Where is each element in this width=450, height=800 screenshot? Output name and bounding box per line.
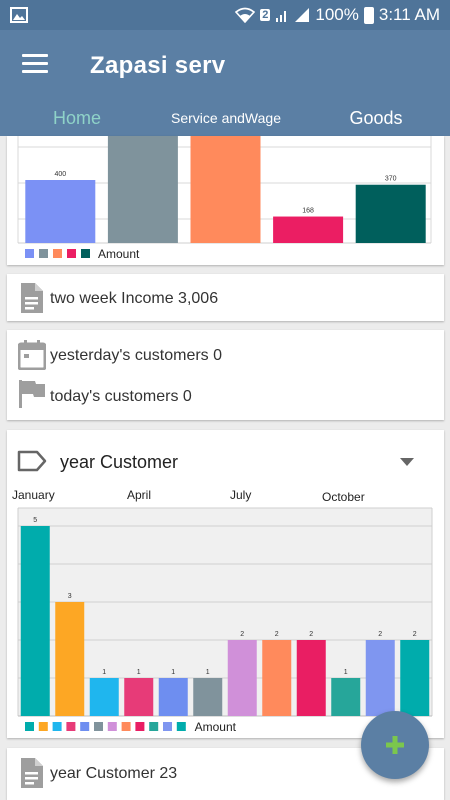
tab-service-and-wage[interactable]: Service andWage: [171, 110, 281, 126]
image-icon: [10, 7, 28, 23]
legend-swatch: [80, 722, 90, 731]
network-badge: 2: [260, 9, 271, 21]
bar: [55, 602, 85, 716]
year-customer-chart: January April July October 5 3 1 1 1 1 2 2 2 1 2 2 Amo…: [12, 488, 433, 734]
year-customer-card: year Customer January April July October 5 3…: [7, 430, 444, 738]
bar-value-label: 3: [68, 593, 72, 600]
bar-value-label: 1: [206, 669, 210, 676]
plot-area: [18, 508, 432, 716]
plus-icon: [386, 736, 404, 754]
bar: [331, 678, 361, 716]
legend-swatch: [67, 249, 76, 258]
app-bar: Zapasi serv Home Service andWage Goods: [0, 30, 450, 136]
bar: [89, 678, 119, 716]
calendar-icon: [18, 340, 46, 370]
clock: 3:11 AM: [378, 5, 440, 24]
year-customer-title: year Customer: [60, 452, 179, 472]
legend-swatch: [176, 722, 186, 731]
legend-swatch: [25, 722, 34, 731]
tag-icon: [17, 450, 47, 472]
add-button[interactable]: [361, 711, 429, 779]
legend-swatch: [66, 722, 76, 731]
income-card[interactable]: two week Income 3,006: [7, 274, 444, 321]
bar-value-label: 1: [102, 669, 106, 676]
status-bar: 2 100% 3:11 AM: [0, 0, 450, 30]
amount-chart: 400 168 370 Amount: [17, 136, 432, 261]
month-tick-label: January: [12, 488, 55, 502]
document-icon: [21, 758, 43, 788]
bar: [227, 640, 257, 716]
month-tick-label: October: [322, 490, 365, 504]
legend-swatch: [53, 249, 62, 258]
battery-icon: [363, 6, 374, 24]
bar: [273, 216, 344, 243]
bar: [20, 526, 50, 716]
bar-value-label: 2: [413, 631, 417, 638]
menu-icon[interactable]: [22, 54, 48, 74]
wifi-icon: [235, 7, 256, 23]
income-text: two week Income 3,006: [50, 290, 219, 307]
bar: [355, 184, 426, 243]
bar: [25, 180, 96, 243]
bar: [296, 640, 326, 716]
legend-swatch: [25, 249, 34, 258]
bar: [107, 136, 178, 243]
bar-value-label: 1: [171, 669, 175, 676]
legend-label: Amount: [195, 720, 237, 734]
today-customers-text: today's customers 0: [50, 388, 192, 405]
flag-icon: [19, 380, 45, 408]
legend-swatch: [107, 722, 117, 731]
bar-value-label: 5: [33, 517, 37, 524]
app-title: Zapasi serv: [90, 52, 226, 79]
year-customer-total-text: year Customer 23: [50, 765, 178, 782]
battery-level: 100%: [315, 5, 359, 24]
bar-value-label: 2: [309, 631, 313, 638]
legend-swatch: [52, 722, 62, 731]
legend-swatch: [94, 722, 103, 731]
tab-goods[interactable]: Goods: [349, 107, 403, 128]
tab-home[interactable]: Home: [52, 107, 101, 128]
bar-value-label: 1: [344, 669, 348, 676]
sim-icon: [295, 8, 310, 22]
dropdown-arrow-icon[interactable]: [400, 458, 414, 466]
legend-swatch: [135, 722, 145, 731]
bar: [124, 678, 154, 716]
legend-swatch: [163, 722, 172, 731]
legend-swatch: [149, 722, 159, 731]
bar-value-label: 370: [385, 176, 397, 183]
legend-swatch: [38, 722, 48, 731]
bar: [400, 640, 430, 716]
bar-value-label: 168: [302, 208, 314, 215]
legend-swatch: [81, 249, 90, 258]
month-tick-label: April: [127, 488, 151, 502]
signal-icon: [276, 11, 287, 22]
bar: [158, 678, 188, 716]
bar: [365, 640, 395, 716]
bar-value-label: 2: [275, 631, 279, 638]
bar: [190, 136, 261, 243]
document-icon: [21, 283, 43, 313]
legend-swatch: [121, 722, 131, 731]
yesterday-customers-text: yesterday's customers 0: [50, 347, 223, 364]
bar-value-label: 400: [54, 171, 66, 178]
legend-label: Amount: [98, 247, 140, 261]
bar: [193, 678, 223, 716]
tab-bar: Home Service andWage Goods: [0, 100, 450, 136]
customers-card: yesterday's customers 0 today's customer…: [7, 330, 444, 420]
bar-value-label: 2: [240, 631, 244, 638]
month-tick-label: July: [230, 488, 251, 502]
bar-value-label: 1: [137, 669, 141, 676]
amount-chart-card: 400 168 370 Amount: [7, 136, 444, 265]
legend-swatch: [39, 249, 48, 258]
bar-value-label: 2: [378, 631, 382, 638]
bar: [262, 640, 292, 716]
